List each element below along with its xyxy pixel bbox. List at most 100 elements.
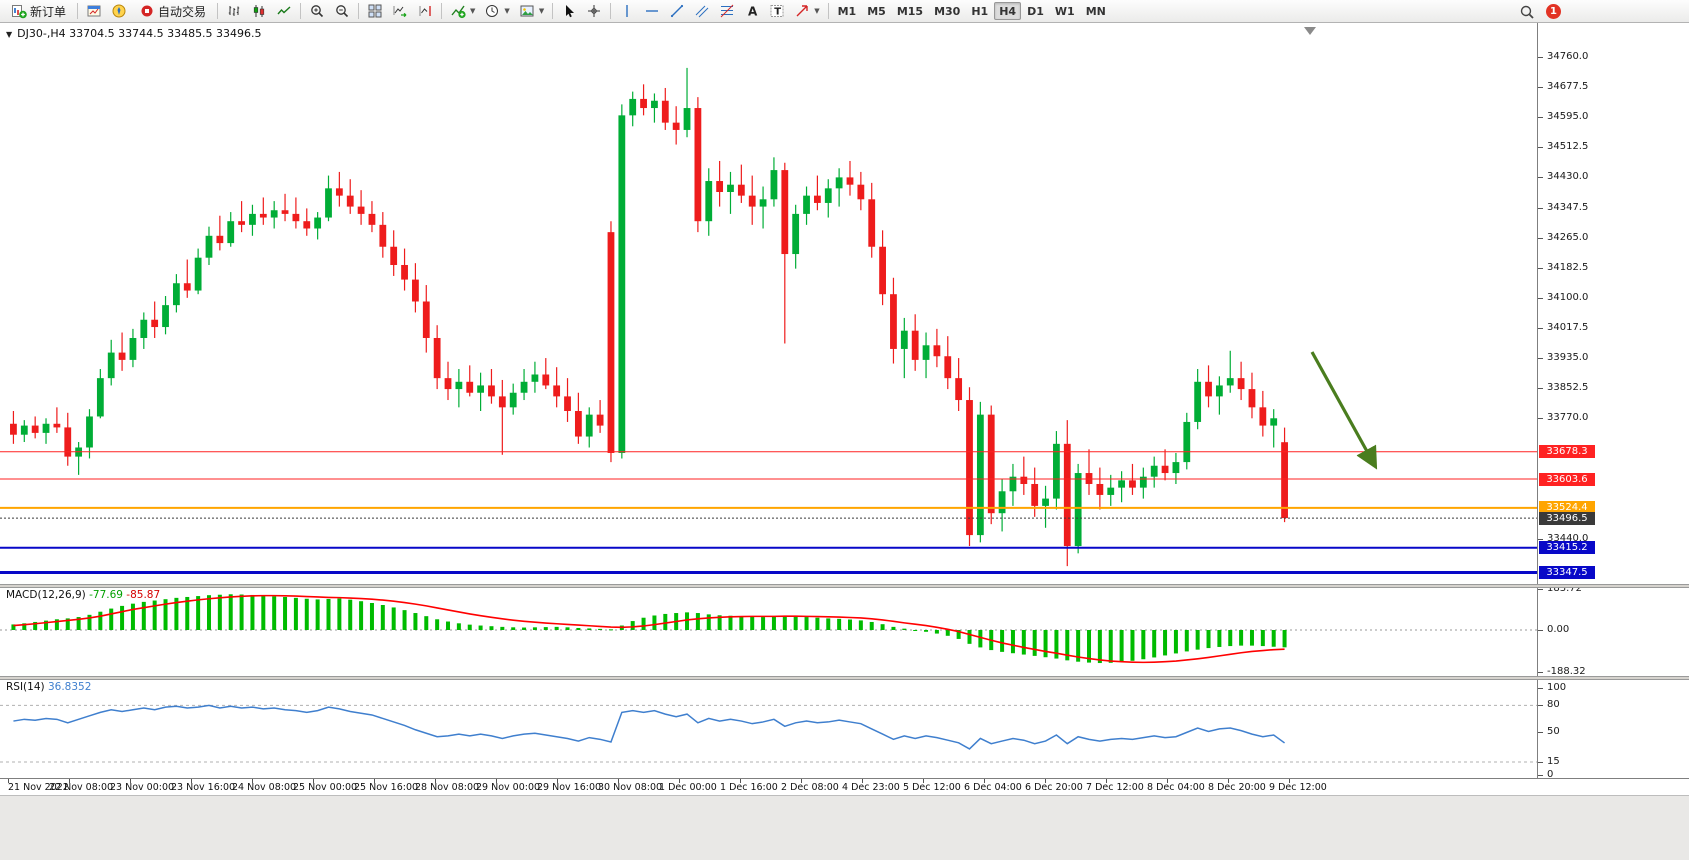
axis-tick-label: 183.72 — [1547, 582, 1582, 594]
autotrade-button[interactable]: 自动交易 — [132, 1, 213, 21]
candle-body — [944, 356, 952, 379]
periods-button[interactable]: ▼ — [480, 1, 513, 21]
text-tool-button[interactable]: A — [740, 1, 764, 21]
tile-windows-button[interactable] — [363, 1, 387, 21]
chart-candles-button[interactable] — [247, 1, 271, 21]
macd-histogram-bar — [1184, 630, 1189, 652]
text-label-tool-button[interactable]: T — [765, 1, 789, 21]
macd-histogram-bar — [543, 627, 548, 630]
axis-tickmark — [1538, 147, 1543, 149]
chart-bars-button[interactable] — [222, 1, 246, 21]
channel-tool-button[interactable] — [690, 1, 714, 21]
candle-body — [1237, 378, 1245, 390]
search-icon — [1519, 4, 1535, 20]
timeframe-m1-button[interactable]: M1 — [833, 2, 862, 20]
macd-value: -77.69 — [89, 589, 123, 601]
time-tickmark — [374, 779, 375, 783]
chart-line-button[interactable] — [272, 1, 296, 21]
candle-body — [1031, 483, 1039, 506]
time-axis-label: 29 Nov 16:00 — [537, 782, 602, 793]
candle-body — [96, 378, 104, 417]
macd-histogram-bar — [337, 598, 342, 630]
macd-histogram-bar — [369, 602, 374, 630]
time-axis[interactable]: 21 Nov 2022 22 Nov 08:00 23 Nov 00:00 23 No… — [0, 778, 1689, 795]
macd-histogram-bar — [1010, 630, 1015, 654]
panel-splitter[interactable] — [0, 584, 1689, 588]
timeframe-m15-button[interactable]: M15 — [892, 2, 928, 20]
timeframe-m30-button[interactable]: M30 — [929, 2, 965, 20]
timeframe-w1-button[interactable]: W1 — [1050, 2, 1080, 20]
macd-histogram-bar — [750, 616, 755, 630]
timeframe-mn-button[interactable]: MN — [1081, 2, 1111, 20]
candle-body — [879, 246, 886, 295]
new-order-button[interactable]: 新订单 — [4, 1, 73, 21]
templates-icon — [519, 3, 535, 19]
candle-body — [477, 385, 485, 393]
symbol-header: ▼ DJ30-,H4 33704.5 33744.5 33485.5 33496.… — [6, 27, 262, 40]
auto-scroll-button[interactable] — [388, 1, 412, 21]
indicators-button[interactable]: ▼ — [446, 1, 479, 21]
timeframe-h4-button[interactable]: H4 — [994, 2, 1022, 20]
time-axis-label: 29 Nov 00:00 — [476, 782, 541, 793]
panel-splitter[interactable] — [0, 676, 1689, 680]
new-order-icon — [11, 3, 27, 19]
time-axis-label: 6 Dec 04:00 — [964, 782, 1022, 793]
candle-body — [933, 345, 941, 357]
candle-body — [868, 199, 876, 247]
candle-body — [574, 410, 582, 437]
candle-body — [151, 319, 159, 328]
candle-body — [542, 374, 550, 386]
cursor-button[interactable] — [557, 1, 581, 21]
navigator-button[interactable] — [107, 1, 131, 21]
vline-tool-button[interactable] — [615, 1, 639, 21]
candle-body — [672, 122, 680, 130]
separator — [77, 3, 79, 19]
chart-shift-button[interactable] — [413, 1, 437, 21]
time-axis-label: 30 Nov 08:00 — [598, 782, 663, 793]
toolbar: 新订单 自动交易 ▼ ▼ ▼ A T ▼ — [0, 0, 1689, 23]
macd-histogram-bar — [185, 596, 190, 630]
svg-text:A: A — [748, 5, 758, 19]
candle-body — [1194, 381, 1202, 422]
macd-histogram-bar — [771, 616, 776, 630]
periods-icon — [484, 3, 500, 19]
macd-panel-canvas[interactable] — [0, 588, 1537, 677]
zoom-in-button[interactable] — [305, 1, 329, 21]
macd-histogram-bar — [446, 621, 451, 630]
candle-body — [107, 352, 115, 379]
arrows-tool-button[interactable]: ▼ — [790, 1, 823, 21]
chart-shift-marker[interactable] — [1304, 27, 1316, 35]
price-axis[interactable]: 34760.0 34677.5 34595.0 34512.5 34430.0 34347… — [1537, 23, 1689, 795]
svg-text:T: T — [774, 7, 781, 18]
channel-icon — [694, 3, 710, 19]
macd-label: MACD(12,26,9) -77.69 -85.87 — [6, 589, 160, 601]
candle-body — [488, 385, 495, 397]
trend-arrow-annotation[interactable] — [1310, 351, 1378, 470]
time-tickmark — [130, 779, 131, 783]
time-axis-label: 21 Nov 2022 — [8, 782, 69, 793]
macd-histogram-bar — [978, 630, 983, 648]
crosshair-button[interactable] — [582, 1, 606, 21]
market-watch-button[interactable] — [82, 1, 106, 21]
timeframe-h1-button[interactable]: H1 — [966, 2, 993, 20]
zoom-out-button[interactable] — [330, 1, 354, 21]
main-chart-canvas[interactable] — [0, 23, 1537, 584]
axis-tickmark — [1538, 297, 1543, 299]
axis-tickmark — [1538, 588, 1543, 590]
timeframe-d1-button[interactable]: D1 — [1022, 2, 1049, 20]
candle-body — [1063, 443, 1071, 547]
templates-button[interactable]: ▼ — [515, 1, 548, 21]
macd-histogram-bar — [663, 613, 668, 630]
search-button[interactable] — [1515, 2, 1539, 22]
macd-signal-line — [13, 594, 1285, 664]
hline-tool-button[interactable] — [640, 1, 664, 21]
axis-tickmark — [1538, 388, 1543, 390]
notification-badge[interactable]: 1 — [1546, 4, 1561, 19]
timeframe-m5-button[interactable]: M5 — [862, 2, 891, 20]
fibonacci-tool-button[interactable] — [715, 1, 739, 21]
macd-histogram-bar — [217, 594, 222, 630]
trendline-tool-button[interactable] — [665, 1, 689, 21]
candle-body — [824, 188, 832, 203]
rsi-panel-canvas[interactable] — [0, 680, 1537, 778]
time-tickmark — [435, 779, 436, 783]
